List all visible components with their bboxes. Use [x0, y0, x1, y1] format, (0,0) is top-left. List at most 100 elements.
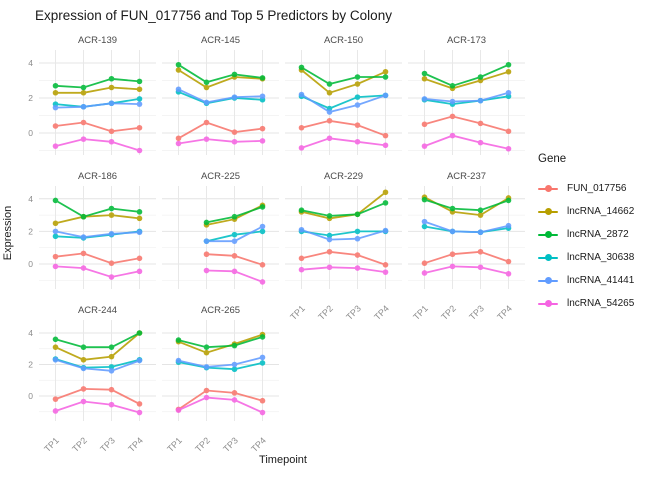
- facet-ACR-173: ACR-173: [408, 35, 525, 155]
- series-line: [55, 86, 140, 94]
- series-lncRNA_41441: [298, 226, 389, 243]
- gridlines: [162, 50, 279, 155]
- data-point: [421, 70, 428, 77]
- data-point: [108, 100, 115, 107]
- data-point: [231, 253, 238, 259]
- data-point: [354, 138, 361, 145]
- series-lncRNA_2872: [298, 64, 389, 87]
- series-line: [178, 138, 263, 145]
- y-tick-label: 2: [28, 360, 33, 370]
- series-line: [178, 396, 263, 414]
- x-tick-label: TP1: [411, 303, 430, 322]
- legend-item: lncRNA_14662: [538, 200, 634, 223]
- x-tick-label: TP4: [495, 303, 514, 322]
- data-point: [382, 132, 389, 139]
- data-point: [52, 89, 59, 96]
- data-point: [298, 266, 305, 273]
- series-lncRNA_14662: [52, 212, 143, 227]
- data-point: [477, 74, 484, 80]
- data-point: [259, 360, 266, 366]
- series-line: [178, 333, 263, 354]
- data-point: [108, 401, 115, 408]
- data-point: [175, 67, 182, 73]
- data-point: [449, 113, 456, 120]
- x-tick-label: TP3: [467, 303, 486, 322]
- series-line: [55, 214, 140, 225]
- data-point: [505, 222, 512, 229]
- legend: Gene FUN_017756 lncRNA_14662 lncRNA_2872…: [538, 153, 634, 315]
- data-point: [326, 232, 333, 239]
- data-point: [80, 84, 87, 91]
- data-point: [80, 103, 87, 110]
- x-axis-title: Timepoint: [259, 454, 307, 466]
- series-FUN_017756: [52, 250, 143, 266]
- series-lncRNA_41441: [203, 223, 266, 244]
- series-lncRNA_54265: [421, 132, 512, 152]
- data-point: [231, 268, 238, 275]
- data-point: [505, 61, 512, 68]
- series-lncRNA_2872: [52, 75, 143, 91]
- series-line: [55, 358, 140, 372]
- data-point: [449, 228, 456, 235]
- series-line: [178, 336, 263, 349]
- data-point: [231, 94, 238, 100]
- data-point: [108, 231, 115, 237]
- data-point: [203, 238, 210, 244]
- data-point: [298, 255, 305, 262]
- data-point: [203, 251, 210, 258]
- data-point: [136, 409, 143, 416]
- data-point: [203, 349, 210, 356]
- series-lncRNA_54265: [175, 136, 266, 147]
- series-line: [301, 202, 386, 217]
- facet-title: ACR-150: [324, 35, 363, 46]
- data-point: [136, 86, 143, 93]
- data-point: [259, 334, 266, 340]
- series-lncRNA_54265: [52, 398, 143, 416]
- series-FUN_017756: [52, 119, 143, 135]
- data-point: [298, 124, 305, 131]
- legend-key-line: [538, 208, 558, 215]
- series-lncRNA_54265: [52, 263, 143, 280]
- data-point: [136, 96, 143, 102]
- series-FUN_017756: [175, 119, 266, 142]
- series-line: [301, 93, 386, 113]
- data-point: [421, 143, 428, 149]
- data-point: [326, 236, 333, 243]
- data-point: [80, 250, 87, 257]
- data-point: [52, 233, 59, 240]
- x-tick-label: TP4: [249, 435, 268, 454]
- legend-key-line: [538, 231, 558, 238]
- data-point: [477, 264, 484, 271]
- data-point: [421, 218, 428, 225]
- data-point: [259, 262, 266, 268]
- series-lncRNA_2872: [52, 330, 143, 350]
- series-line: [178, 121, 263, 140]
- data-point: [108, 386, 115, 393]
- series-line: [424, 134, 509, 150]
- data-point: [52, 82, 59, 89]
- legend-key-line: [538, 254, 558, 261]
- data-point: [175, 407, 182, 413]
- data-point: [326, 264, 333, 271]
- data-point: [52, 356, 59, 363]
- legend-item: lncRNA_30638: [538, 246, 634, 269]
- data-point: [354, 81, 361, 87]
- series-line: [301, 266, 386, 273]
- data-point: [326, 109, 333, 115]
- y-tick-label: 0: [28, 391, 33, 401]
- series-line: [55, 332, 140, 349]
- data-point: [326, 117, 333, 124]
- data-point: [298, 64, 305, 71]
- series-line: [424, 198, 509, 212]
- series-FUN_017756: [203, 251, 266, 268]
- x-tick-label: TP1: [42, 435, 61, 454]
- x-tick-label: TP1: [288, 303, 307, 322]
- legend-title: Gene: [538, 153, 567, 165]
- x-tick-label: TP1: [165, 435, 184, 454]
- series-lncRNA_2872: [421, 196, 512, 214]
- series-lncRNA_2872: [52, 197, 143, 220]
- series-line: [178, 356, 263, 368]
- series-line: [55, 400, 140, 414]
- data-point: [505, 145, 512, 152]
- series-line: [55, 121, 140, 133]
